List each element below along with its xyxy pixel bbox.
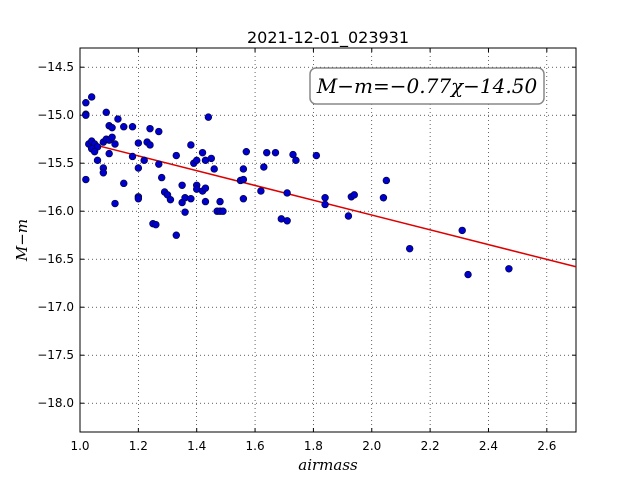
data-points (82, 93, 513, 279)
data-point (201, 197, 210, 206)
fit-equation: M−m=−0.77χ−14.50 (316, 74, 538, 98)
data-point (260, 163, 268, 171)
x-tick-label: 2.6 (537, 439, 556, 453)
data-point (312, 151, 321, 160)
plot-area (79, 47, 577, 433)
y-tick-label: −14.5 (37, 60, 74, 74)
data-point (204, 113, 213, 121)
data-point (82, 111, 90, 119)
data-point (283, 217, 291, 225)
data-point (120, 179, 128, 188)
x-tick-label: 2.0 (362, 439, 381, 453)
data-point (239, 195, 248, 203)
y-tick-label: −15.5 (37, 156, 74, 170)
data-point (283, 189, 291, 197)
data-point (289, 150, 297, 159)
chart-title: 2021-12-01_023931 (247, 28, 409, 48)
data-point (172, 151, 180, 160)
data-point (321, 194, 329, 202)
data-point (134, 195, 143, 203)
data-point (263, 148, 271, 157)
data-point (155, 127, 163, 136)
y-tick-label: −15.0 (37, 108, 74, 122)
data-point (93, 156, 102, 165)
data-point (108, 133, 116, 141)
x-tick-label: 1.8 (304, 439, 323, 453)
x-tick-label: 1.6 (246, 439, 265, 453)
data-point (187, 141, 195, 149)
data-point (382, 176, 391, 185)
data-point (242, 147, 251, 156)
data-point (379, 194, 388, 202)
axis-ticks: 1.0 1.2 1.4 1.6 1.8 2.0 2.2 2.4 2.6 −14.5 −15.0 −15… (37, 48, 576, 453)
data-point (166, 195, 175, 204)
data-point (90, 147, 99, 156)
y-axis-label: M−m (13, 219, 31, 262)
data-point (239, 175, 248, 184)
data-point (108, 123, 116, 132)
data-point (181, 208, 189, 216)
x-tick-label: 1.0 (70, 439, 89, 453)
data-point (458, 226, 466, 235)
data-point (120, 123, 128, 131)
data-point (128, 152, 137, 161)
data-point (187, 195, 195, 203)
fit-line (97, 144, 577, 268)
data-point (140, 156, 148, 165)
data-point (219, 207, 227, 215)
data-point (134, 139, 143, 147)
data-point (128, 123, 137, 131)
data-point (82, 175, 90, 184)
data-point (207, 154, 215, 163)
data-point (111, 140, 119, 148)
data-point (257, 187, 265, 195)
data-point (114, 115, 122, 123)
x-axis-label: airmass (298, 456, 358, 474)
data-point (405, 244, 414, 253)
y-tick-label: −17.5 (37, 348, 74, 362)
y-tick-label: −17.0 (37, 300, 74, 314)
data-point (146, 124, 154, 133)
y-tick-label: −18.0 (37, 396, 74, 410)
data-point (152, 220, 160, 229)
y-tick-label: −16.0 (37, 204, 74, 218)
data-point (271, 148, 280, 157)
x-tick-label: 2.2 (421, 439, 440, 453)
data-point (134, 164, 143, 172)
data-point (201, 184, 210, 192)
data-point (155, 160, 163, 168)
data-point (292, 156, 300, 165)
data-point (105, 149, 113, 158)
data-point (210, 165, 218, 173)
data-point (350, 191, 358, 199)
data-point (216, 197, 224, 206)
x-tick-label: 2.4 (479, 439, 498, 453)
data-point (99, 169, 108, 177)
y-tick-label: −16.5 (37, 252, 74, 266)
data-point (239, 165, 248, 173)
grid-lines (80, 48, 576, 432)
data-point (505, 265, 513, 273)
data-point (82, 99, 90, 107)
fit-line-group (97, 144, 577, 268)
data-point (111, 199, 119, 208)
data-point (344, 212, 353, 220)
data-point (146, 141, 154, 149)
data-point (193, 156, 201, 165)
x-tick-label: 1.4 (187, 439, 206, 453)
fit-equation-box: M−m=−0.77χ−14.50 (309, 67, 545, 105)
x-tick-label: 1.2 (129, 439, 148, 453)
data-point (464, 270, 472, 279)
data-point (198, 148, 207, 157)
data-point (321, 200, 329, 209)
data-point (157, 173, 166, 182)
data-point (178, 181, 186, 189)
data-point (102, 108, 110, 117)
data-point (172, 231, 180, 239)
data-point (87, 93, 96, 101)
